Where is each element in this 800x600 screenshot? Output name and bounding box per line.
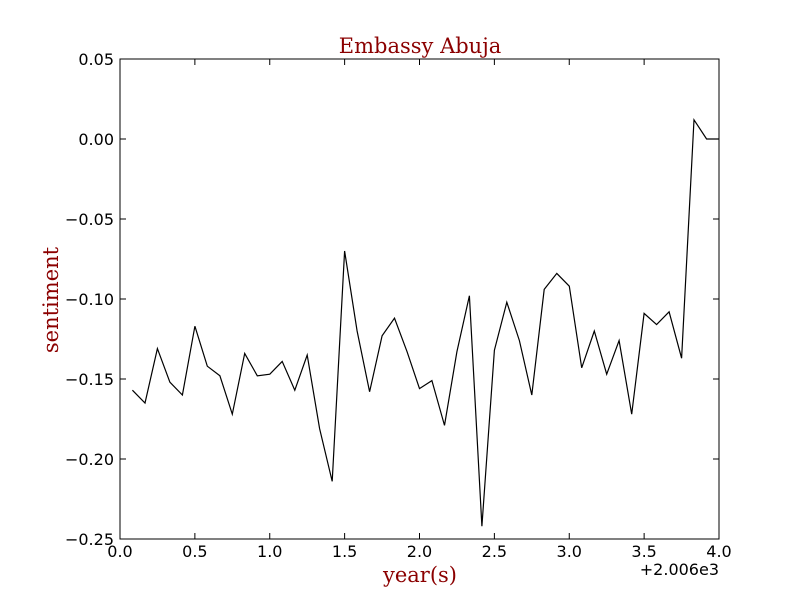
ticks-layer: 0.0 0.5 1.0 1.5 2.0 2.5 3.0 3.5 4.0 0.05 0.00 −0.05…	[65, 50, 732, 561]
x-tick-label: 0.0	[107, 542, 132, 561]
x-tick-label: 2.0	[407, 542, 432, 561]
x-offset-label: +2.006e3	[640, 560, 719, 579]
x-tick-label: 2.5	[482, 542, 507, 561]
y-tick-label: −0.25	[65, 530, 114, 549]
y-tick-label: 0.05	[78, 50, 114, 69]
y-tick-label: −0.20	[65, 450, 114, 469]
plot-area	[120, 59, 719, 539]
y-tick-label: −0.15	[65, 370, 114, 389]
x-tick-label: 0.5	[182, 542, 207, 561]
y-tick-label: 0.00	[78, 130, 114, 149]
x-tick-label: 4.0	[706, 542, 731, 561]
y-axis-label: sentiment	[39, 246, 63, 353]
x-tick-label: 1.0	[257, 542, 282, 561]
series-line-0	[131, 117, 719, 527]
x-tick-label: 3.0	[557, 542, 582, 561]
y-tick-label: −0.10	[65, 290, 114, 309]
chart-title: Embassy Abuja	[339, 34, 501, 58]
x-tick-label: 1.5	[332, 542, 357, 561]
line-layer	[131, 117, 719, 527]
x-axis-label: year(s)	[382, 563, 457, 587]
y-tick-label: −0.05	[65, 210, 114, 229]
x-tick-label: 3.5	[631, 542, 656, 561]
plot-frame	[119, 58, 720, 540]
